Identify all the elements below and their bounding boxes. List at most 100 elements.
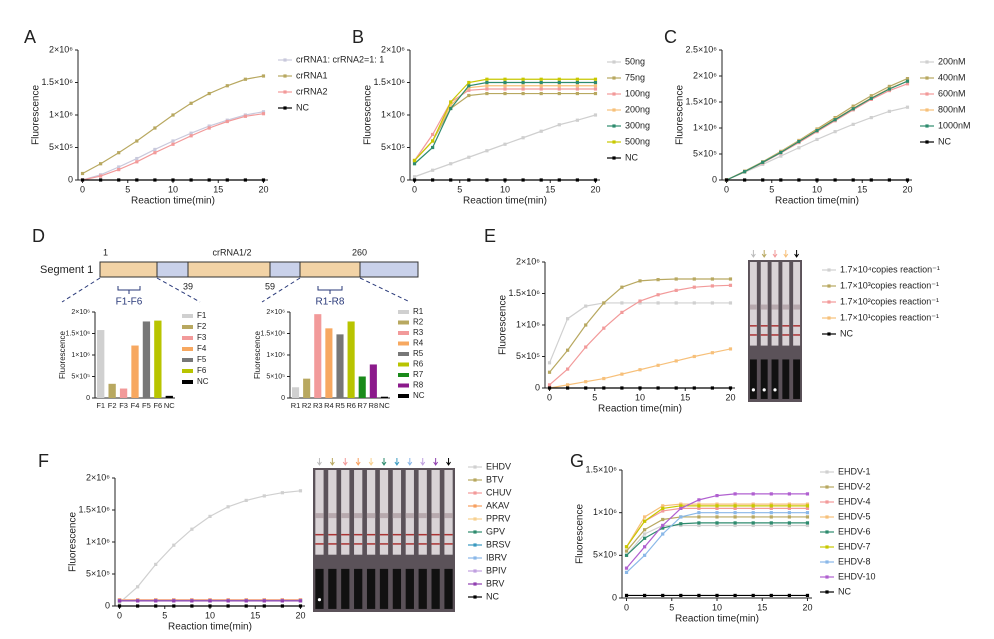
legend-label: 200nM bbox=[938, 56, 966, 66]
x-tick-label: 10 bbox=[168, 184, 178, 194]
data-point bbox=[733, 511, 737, 515]
data-point bbox=[887, 178, 891, 182]
data-point bbox=[833, 118, 837, 122]
data-point bbox=[521, 91, 525, 96]
legend-marker bbox=[473, 595, 477, 599]
data-point bbox=[733, 504, 737, 508]
y-tick-label: 0 bbox=[281, 395, 285, 402]
strip-pad bbox=[771, 304, 779, 310]
data-point bbox=[905, 105, 910, 109]
legend-swatch bbox=[182, 358, 193, 362]
strip-arrow bbox=[794, 250, 800, 258]
legend-label: PPRV bbox=[486, 513, 510, 523]
data-point bbox=[638, 279, 642, 283]
data-point bbox=[715, 502, 719, 506]
y-axis-label: Fluorescence bbox=[498, 295, 509, 355]
data-point bbox=[733, 521, 737, 525]
data-point bbox=[584, 380, 588, 384]
bar bbox=[108, 383, 116, 398]
x-axis-label: Reaction time(min) bbox=[131, 196, 215, 207]
legend-label: BRV bbox=[486, 578, 504, 588]
strip-pad bbox=[431, 513, 440, 519]
legend-label: 1.7×10²copies reaction⁻¹ bbox=[840, 296, 939, 306]
legend-label: F6 bbox=[197, 366, 207, 375]
data-point bbox=[905, 77, 910, 81]
x-tick-label: 10 bbox=[635, 392, 645, 402]
data-point bbox=[557, 91, 561, 96]
data-point bbox=[135, 156, 139, 161]
y-tick-label: 1×10⁶ bbox=[693, 122, 717, 132]
data-point bbox=[661, 523, 665, 528]
data-point bbox=[431, 168, 435, 172]
y-tick-label: 0 bbox=[105, 600, 110, 610]
strip bbox=[793, 262, 801, 346]
legend-marker bbox=[825, 515, 829, 519]
data-point bbox=[261, 110, 266, 114]
y-tick-label: 0 bbox=[68, 174, 73, 184]
y-tick-label: 1.5×10⁶ bbox=[586, 464, 618, 474]
data-point bbox=[262, 494, 266, 498]
data-point bbox=[715, 504, 719, 508]
bar bbox=[131, 345, 139, 398]
x-tick-label: 5 bbox=[592, 392, 597, 402]
strip-pad bbox=[392, 513, 402, 519]
data-point bbox=[584, 386, 588, 390]
data-point bbox=[189, 131, 193, 135]
legend-label: 300ng bbox=[625, 120, 650, 130]
tube bbox=[771, 359, 779, 399]
y-tick-label: 2×10⁶ bbox=[516, 256, 540, 266]
x-tick-label: 15 bbox=[250, 610, 260, 620]
data-point bbox=[521, 178, 525, 182]
data-point bbox=[805, 506, 810, 510]
data-point bbox=[153, 178, 157, 182]
crrna-label: crRNA1/2 bbox=[212, 247, 251, 257]
data-point bbox=[905, 178, 910, 182]
legend-label: R2 bbox=[413, 318, 424, 327]
legend-swatch bbox=[182, 314, 193, 318]
data-point bbox=[797, 178, 801, 182]
panel-letter: E bbox=[484, 226, 496, 246]
data-point bbox=[172, 599, 176, 603]
strip-pad bbox=[328, 513, 337, 519]
data-point bbox=[280, 599, 284, 603]
x-tick-label: 15 bbox=[857, 184, 867, 194]
tube bbox=[341, 568, 350, 609]
legend-marker bbox=[827, 300, 831, 304]
legend-label: EHDV-8 bbox=[838, 556, 871, 566]
data-point bbox=[697, 504, 701, 508]
y-tick-label: 5×10⁵ bbox=[593, 550, 617, 560]
data-point bbox=[412, 175, 417, 179]
legend-marker bbox=[925, 60, 929, 64]
data-point bbox=[674, 386, 678, 390]
x-tick-label: F6 bbox=[153, 401, 162, 410]
data-point bbox=[153, 126, 157, 130]
y-tick-label: 1×10⁶ bbox=[516, 319, 540, 329]
strip-pad bbox=[793, 304, 801, 310]
bar bbox=[325, 328, 333, 398]
legend-marker bbox=[925, 92, 929, 96]
legend-marker bbox=[283, 58, 287, 62]
data-point bbox=[710, 301, 714, 305]
data-point bbox=[728, 386, 733, 390]
data-point bbox=[566, 317, 570, 321]
data-point bbox=[779, 150, 783, 155]
y-tick-label: 5×10⁵ bbox=[693, 148, 717, 158]
data-point bbox=[710, 284, 714, 288]
legend-marker bbox=[473, 543, 477, 547]
data-point bbox=[715, 593, 719, 598]
data-point bbox=[851, 104, 855, 108]
data-point bbox=[171, 178, 175, 182]
series-line bbox=[626, 524, 808, 556]
data-point bbox=[99, 162, 103, 166]
data-point bbox=[679, 506, 683, 510]
data-point bbox=[557, 84, 561, 88]
data-point bbox=[117, 599, 122, 603]
x-tick-label: R8 bbox=[369, 401, 379, 410]
legend-label: F5 bbox=[197, 355, 207, 364]
legend-label: R3 bbox=[413, 328, 424, 337]
data-point bbox=[656, 301, 660, 305]
legend-label: NC bbox=[296, 102, 309, 112]
data-point bbox=[692, 301, 696, 305]
strip-arrow bbox=[381, 458, 387, 466]
legend-label: EHDV bbox=[486, 461, 511, 471]
